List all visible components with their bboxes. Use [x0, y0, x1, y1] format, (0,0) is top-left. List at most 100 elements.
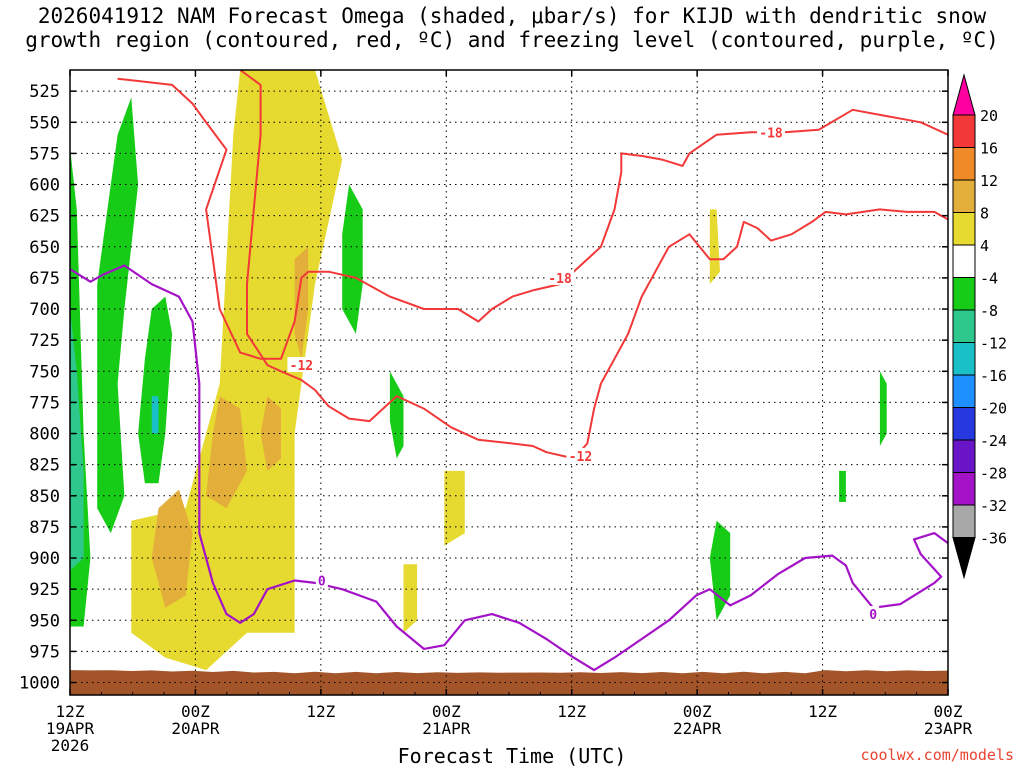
- colorbar-label-8: -16: [980, 367, 1007, 385]
- colorbar-label-6: -8: [980, 302, 998, 320]
- colorbar-bin-top: [952, 73, 976, 116]
- contour-label-0-1: 0: [869, 608, 877, 623]
- y-tick-label-675: 675: [29, 269, 60, 289]
- contour-label-bg--12-1: [566, 447, 595, 463]
- y-tick-label-925: 925: [29, 580, 60, 600]
- x-tick-label-12-0: 00Z: [181, 702, 210, 721]
- x-tick-label-12-1: 20APR: [171, 719, 220, 738]
- colorbar-bin-2: [952, 147, 976, 181]
- colorbar-bin-12: [952, 472, 976, 506]
- y-tick-label-800: 800: [29, 425, 60, 445]
- colorbar-label-11: -28: [980, 465, 1007, 483]
- y-tick-label-750: 750: [29, 362, 60, 382]
- contour--18: [117, 77, 948, 360]
- x-axis-label: Forecast Time (UTC): [397, 744, 627, 768]
- y-tick-label-575: 575: [29, 144, 60, 164]
- y-tick-label-700: 700: [29, 300, 60, 320]
- colorbar: 20 16 12 8 4 -4 -8 -12 -16 -20 -24 -28 -32 -36: [952, 73, 1007, 580]
- colorbar-label-1: 16: [980, 140, 998, 158]
- contour-label-0-0: 0: [318, 574, 326, 589]
- y-tick-label-525: 525: [29, 82, 60, 102]
- y-tick-label-1000: 1000: [19, 674, 60, 694]
- colorbar-label-10: -24: [980, 432, 1007, 450]
- contour-label--18-1: -18: [548, 272, 572, 287]
- omega-region-14: [879, 371, 887, 446]
- x-tick-label-36-1: 21APR: [422, 719, 471, 738]
- y-tick-label-825: 825: [29, 456, 60, 476]
- contour-label-bg-0-1: [867, 606, 880, 622]
- colorbar-label-13: -36: [980, 530, 1007, 548]
- omega-shading: [70, 70, 948, 695]
- contour-0: [70, 264, 948, 672]
- x-tick-label-36-0: 00Z: [432, 702, 461, 721]
- colorbar-label-5: -4: [980, 270, 998, 288]
- colorbar-bin-13: [952, 504, 976, 538]
- omega-region-17: [151, 396, 159, 434]
- omega-region-16: [70, 309, 84, 571]
- colorbar-bin-1: [952, 114, 976, 148]
- chart-title-line2: growth region (contoured, red, ºC) and f…: [25, 28, 999, 52]
- x-tick-label-48-0: 12Z: [557, 702, 586, 721]
- contour-label--12-1: -12: [569, 450, 592, 465]
- y-tick-label-875: 875: [29, 518, 60, 538]
- omega-region-2: [403, 564, 418, 633]
- omega-region-6: [260, 396, 281, 471]
- colorbar-bin-bottom: [952, 537, 976, 580]
- colorbar-bin-4: [952, 212, 976, 246]
- x-tick-label-72-0: 12Z: [808, 702, 837, 721]
- x-tick-label-60-1: 22APR: [673, 719, 722, 738]
- y-tick-label-850: 850: [29, 487, 60, 507]
- colorbar-bin-9: [952, 374, 976, 408]
- x-tick-label-60-0: 00Z: [683, 702, 712, 721]
- chart-title: 2026041912 NAM Forecast Omega (shaded, μ…: [0, 4, 1024, 52]
- colorbar-label-12: -32: [980, 497, 1007, 515]
- omega-region-15: [839, 470, 846, 502]
- contour-label-bg--18-0: [757, 124, 786, 140]
- omega-region-12: [389, 371, 404, 459]
- y-tick-label-650: 650: [29, 238, 60, 258]
- contour-label--12-0: -12: [290, 359, 313, 374]
- colorbar-bin-6: [952, 277, 976, 311]
- omega-region-11: [342, 184, 363, 334]
- colorbar-bin-11: [952, 439, 976, 473]
- chart-title-line1: 2026041912 NAM Forecast Omega (shaded, μ…: [37, 4, 987, 28]
- y-tick-label-950: 950: [29, 611, 60, 631]
- y-tick-label-725: 725: [29, 331, 60, 351]
- colorbar-label-4: 4: [980, 237, 989, 255]
- contour-label-bg--18-1: [546, 269, 575, 285]
- x-tick-label-24-0: 12Z: [306, 702, 335, 721]
- y-tick-label-900: 900: [29, 549, 60, 569]
- y-tick-label-550: 550: [29, 113, 60, 133]
- x-tick-label-84-1: 23APR: [924, 719, 973, 738]
- y-tick-label-975: 975: [29, 642, 60, 662]
- colorbar-label-0: 20: [980, 107, 998, 125]
- contour-labels: -18 -18 -12 -12 0 0: [287, 124, 880, 623]
- ground-surface: [70, 670, 948, 695]
- contour-label--18-0: -18: [759, 126, 783, 141]
- colorbar-bin-3: [952, 179, 976, 213]
- x-tick-label-0-0: 12Z: [56, 702, 85, 721]
- omega-region-13: [709, 520, 731, 621]
- omega-region-9: [97, 97, 139, 534]
- colorbar-bin-7: [952, 309, 976, 343]
- credit-text: coolwx.com/models: [860, 746, 1014, 764]
- colorbar-bin-10: [952, 407, 976, 441]
- omega-region-5: [206, 396, 247, 509]
- colorbar-label-2: 12: [980, 172, 998, 190]
- y-axis: 525 550 575 600 625 650 675 700 725 750 775 800 825 8…: [19, 82, 948, 694]
- contour-label-bg--12-0: [287, 357, 316, 373]
- omega-region-10: [138, 296, 173, 484]
- colorbar-bin-8: [952, 342, 976, 376]
- x-tick-label-84-0: 00Z: [934, 702, 963, 721]
- colorbar-bin-5: [952, 244, 976, 278]
- grid-lines: [70, 70, 948, 695]
- contour-label-bg-0-0: [315, 572, 328, 588]
- x-tick-label-0-2: 2026: [51, 736, 90, 755]
- y-tick-label-775: 775: [29, 393, 60, 413]
- x-tick-label-0-1: 19APR: [46, 719, 95, 738]
- y-tick-label-625: 625: [29, 207, 60, 227]
- y-tick-label-600: 600: [29, 176, 60, 196]
- omega-region-4: [151, 489, 193, 608]
